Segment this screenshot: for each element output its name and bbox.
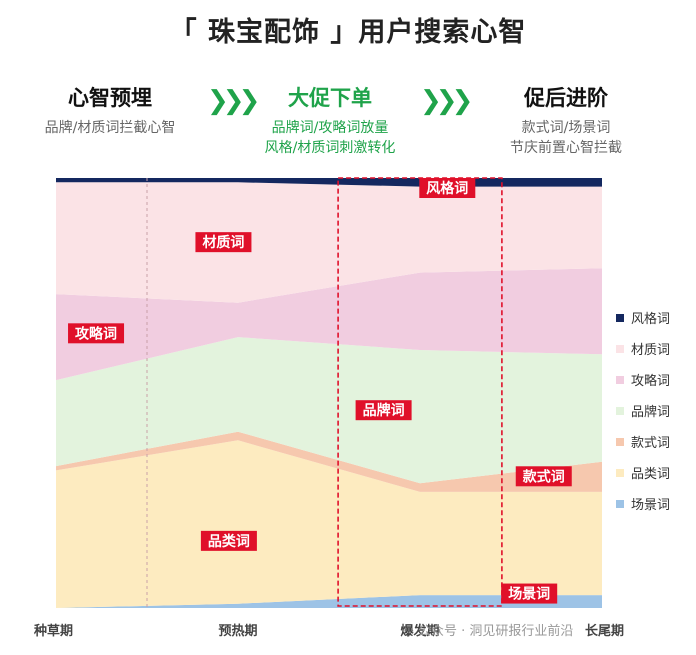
x-tick-label: 预热期 <box>218 623 257 639</box>
legend-swatch <box>616 406 624 415</box>
legend-label: 风格词 <box>631 312 671 327</box>
legend-item-brand: 品牌词 <box>616 395 670 426</box>
stage-name: 大促下单 <box>288 86 372 110</box>
legend-label: 款式词 <box>631 436 671 451</box>
callout-label: 风格词 <box>419 178 476 198</box>
callout-label: 品牌词 <box>355 400 412 421</box>
x-tick-label: 种草期 <box>33 623 73 639</box>
legend-item-material: 材质词 <box>616 333 670 364</box>
chart-title: 「 珠宝配饰 」用户搜索心智 <box>169 17 527 48</box>
legend-item-design: 款式词 <box>616 426 670 457</box>
callout-bg <box>515 466 572 487</box>
stage-desc: 款式词/场景词 节庆前置心智拦截 <box>456 118 676 158</box>
callout-bg <box>355 400 412 421</box>
legend-swatch <box>616 375 624 384</box>
callout-text: 攻略词 <box>75 325 117 342</box>
legend-label: 材质词 <box>631 343 671 358</box>
callout-label: 品类词 <box>200 530 257 551</box>
legend-item-scene: 场景词 <box>616 488 670 519</box>
callout-label: 款式词 <box>515 466 572 487</box>
area-series-4 <box>56 337 602 484</box>
x-tick-label: 长尾期 <box>585 623 624 639</box>
stage-promotion: 大促下单 品牌词/攻略词放量 风格/材质词刺激转化 <box>220 82 440 158</box>
legend-item-style: 风格词 <box>616 302 670 333</box>
legend-item-guide: 攻略词 <box>616 364 670 395</box>
callout-bg <box>419 178 476 198</box>
chevrons-right-icon: ❯❯❯ <box>420 86 473 116</box>
stage-desc-line: 品牌词/攻略词放量 <box>271 120 389 136</box>
stage-desc: 品牌/材质词拦截心智 <box>0 118 220 138</box>
legend-swatch <box>616 499 624 508</box>
area-series-1 <box>56 595 602 608</box>
chart-legend: 风格词 材质词 攻略词 品牌词 款式词 品类词 场景词 <box>616 302 670 519</box>
stage-desc-line: 款式词/场景词 <box>521 120 611 136</box>
stage-name: 促后进阶 <box>524 86 608 110</box>
callout-text: 款式词 <box>523 468 565 485</box>
legend-label: 场景词 <box>631 498 671 513</box>
stage-desc-line: 节庆前置心智拦截 <box>510 140 622 156</box>
legend-swatch <box>616 468 624 477</box>
stage-desc-line: 品牌/材质词拦截心智 <box>44 120 176 136</box>
callout-text: 材质词 <box>202 234 244 251</box>
callout-bg <box>200 530 257 551</box>
legend-label: 攻略词 <box>631 374 671 389</box>
area-series-3 <box>56 431 602 492</box>
callout-bg <box>68 323 125 344</box>
callout-bg <box>195 232 252 253</box>
callout-label: 材质词 <box>195 232 252 253</box>
callout-text: 场景词 <box>508 587 550 603</box>
watermark: 公众号 · 洞见研报行业前沿 <box>418 624 574 639</box>
callout-label: 攻略词 <box>68 323 125 344</box>
stage-name: 心智预埋 <box>68 86 152 110</box>
area-series-2 <box>56 440 602 608</box>
legend-swatch <box>616 313 624 322</box>
legend-swatch <box>616 344 624 353</box>
legend-label: 品牌词 <box>631 405 671 420</box>
stage-desc: 品牌词/攻略词放量 风格/材质词刺激转化 <box>220 118 440 158</box>
area-series-6 <box>56 182 602 303</box>
callout-label: 场景词 <box>501 583 558 604</box>
stage-seeding: 心智预埋 品牌/材质词拦截心智 <box>0 82 220 138</box>
callout-bg <box>501 583 558 604</box>
legend-item-category: 品类词 <box>616 457 670 488</box>
legend-label: 品类词 <box>631 467 671 482</box>
chevrons-right-icon: ❯❯❯ <box>207 86 260 116</box>
legend-swatch <box>616 437 624 446</box>
area-series-5 <box>56 268 602 381</box>
callout-text: 风格词 <box>426 180 468 197</box>
callout-text: 品类词 <box>208 533 250 550</box>
x-tick-label: 爆发期 <box>400 623 439 639</box>
stage-desc-line: 风格/材质词刺激转化 <box>264 140 396 156</box>
stage-post-promotion: 促后进阶 款式词/场景词 节庆前置心智拦截 <box>456 82 676 158</box>
callout-text: 品牌词 <box>363 402 405 419</box>
